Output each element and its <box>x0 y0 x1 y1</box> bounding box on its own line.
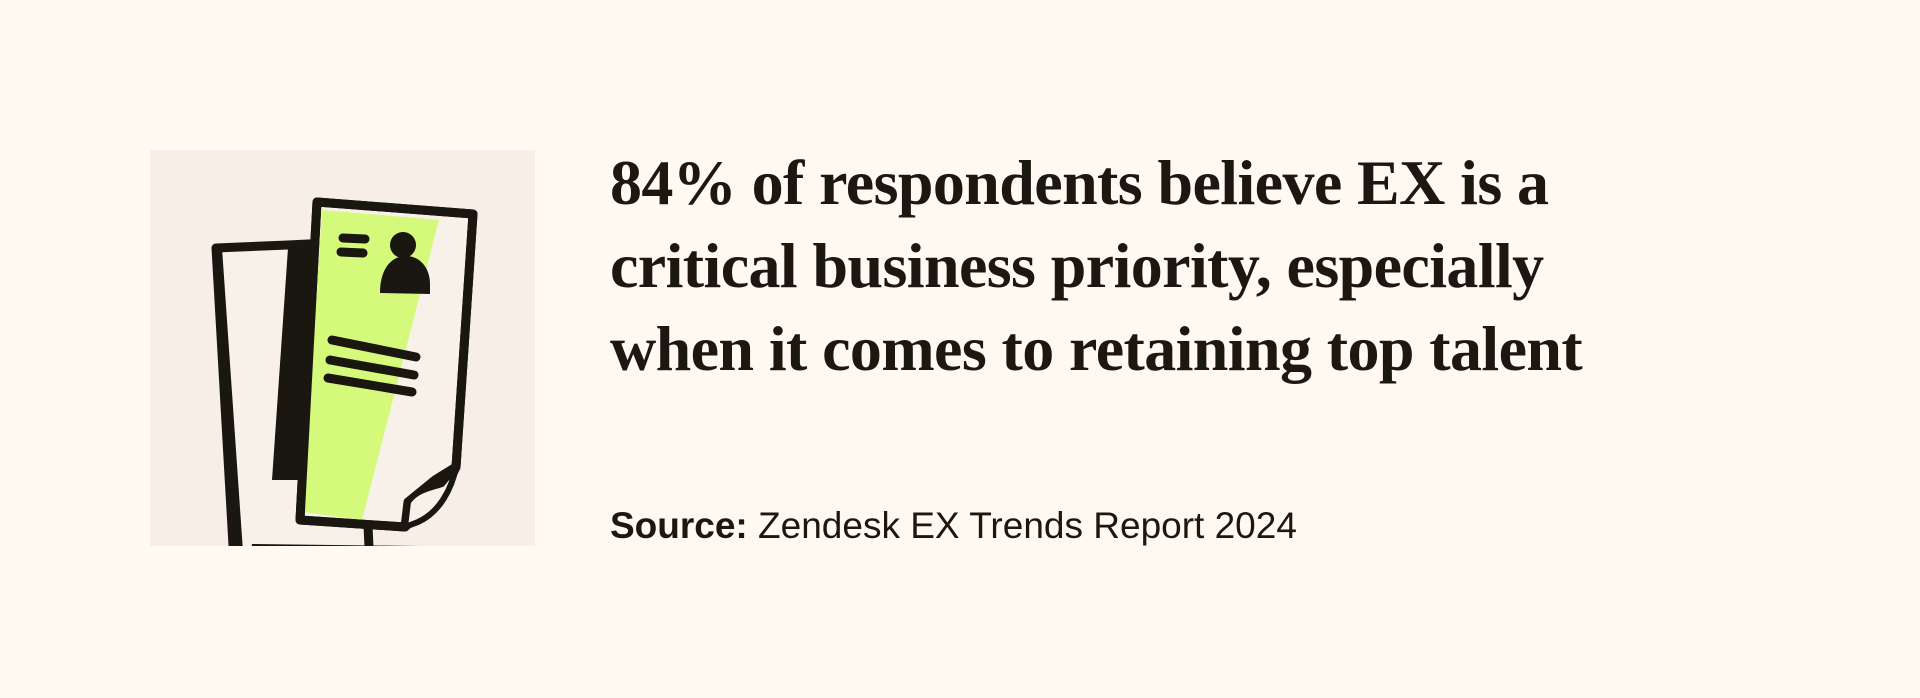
source-citation: Source: Zendesk EX Trends Report 2024 <box>610 503 1297 549</box>
illustration-tile <box>150 150 535 546</box>
headline-line-1: 84% of respondents believe EX is a <box>610 147 1549 218</box>
resume-documents-icon <box>211 197 478 546</box>
headline: 84% of respondents believe EX is a criti… <box>610 141 1760 390</box>
source-text: Zendesk EX Trends Report 2024 <box>758 505 1297 546</box>
headline-line-3: when it comes to retaining top talent <box>610 313 1583 384</box>
source-label: Source: <box>610 505 748 546</box>
headline-line-2: critical business priority, especially <box>610 230 1544 301</box>
